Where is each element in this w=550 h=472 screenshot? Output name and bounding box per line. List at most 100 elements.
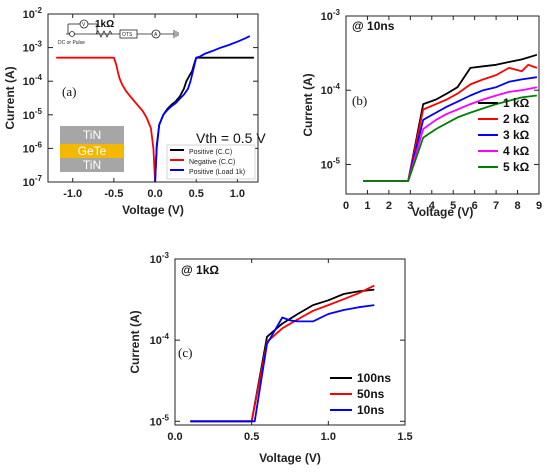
vth-annotation: Vth = 0.5 V: [196, 130, 266, 146]
x-tick-label: 0.0: [147, 188, 162, 200]
x-tick-label: 1: [364, 200, 370, 212]
y-tick-exponent: -5: [35, 107, 43, 116]
ots-label: OTS: [122, 32, 133, 38]
x-tick-label: 0.0: [167, 431, 182, 443]
x-tick-label: 7: [493, 200, 499, 212]
y-tick-base: 10: [23, 76, 35, 88]
circuit-schematic-inset: V DC or Pulse 1kΩ OTS A: [58, 19, 179, 46]
legend-label: Negative (C.C): [189, 159, 235, 166]
y-tick-exponent: -6: [35, 140, 43, 149]
y-tick-base: 10: [23, 110, 35, 122]
panel-b-title: @ 10ns: [352, 19, 395, 33]
y-tick-base: 10: [23, 43, 35, 55]
legend-label: 4 kΩ: [503, 144, 530, 158]
voltmeter-icon: [79, 19, 89, 29]
ammeter-label: A: [154, 32, 158, 38]
source-icon: [69, 31, 75, 37]
y-tick-exponent: -2: [35, 6, 43, 15]
series-group: [190, 284, 375, 423]
y-tick-label: 10-2: [23, 6, 43, 21]
series-group: [56, 35, 254, 182]
x-axis-title: Voltage (V): [412, 205, 474, 219]
x-tick-label: -0.5: [104, 188, 123, 200]
x-tick-label: 3: [407, 200, 413, 212]
y-tick-label: 10-3: [321, 8, 341, 23]
x-tick-label: 6: [472, 200, 478, 212]
y-tick-base: 10: [150, 416, 162, 428]
legend-label: 50ns: [357, 387, 385, 401]
legend-label: 3 kΩ: [503, 128, 530, 142]
resistor-icon: [95, 30, 113, 38]
y-axis-title: Current (A): [128, 310, 142, 373]
plot-frame: [345, 15, 540, 195]
x-tick-label: 5: [450, 200, 456, 212]
x-tick-label: 8: [514, 200, 520, 212]
panel-tag-b: (b): [352, 93, 367, 108]
resistor-label: 1kΩ: [95, 19, 114, 30]
x-tick-label: 0.5: [244, 431, 259, 443]
series-line-positive-load-1k-: [154, 35, 251, 182]
stack-layer-bottom: [60, 158, 124, 172]
series-line-negative-c-c-: [56, 56, 156, 182]
y-tick-base: 10: [321, 85, 333, 97]
stack-layer-middle: [60, 144, 124, 158]
y-tick-exponent: -5: [162, 413, 170, 422]
y-tick-exponent: -3: [333, 8, 341, 17]
stack-bottom-label: TiN: [83, 158, 101, 172]
source-label: DC or Pulse: [58, 40, 85, 46]
ammeter-icon: [151, 29, 161, 39]
y-tick-base: 10: [150, 254, 162, 266]
y-tick-base: 10: [23, 143, 35, 155]
plot-frame: [174, 258, 406, 426]
panel-tag-a: (a): [62, 84, 76, 99]
voltmeter-label: V: [82, 22, 86, 28]
y-tick-exponent: -3: [162, 251, 170, 260]
y-tick-label: 10-3: [150, 251, 170, 266]
legend-label: Positive (C.C): [189, 149, 232, 156]
y-tick-base: 10: [23, 177, 35, 189]
series-group: [363, 53, 538, 182]
y-tick-base: 10: [23, 9, 35, 21]
legend-label: 2 kΩ: [503, 112, 530, 126]
stack-middle-label: GeTe: [78, 144, 107, 158]
x-axis-title: Voltage (V): [122, 203, 184, 217]
legend-label: 5 kΩ: [503, 160, 530, 174]
series-line-2-k-: [363, 63, 538, 182]
x-tick-label: 0: [343, 200, 349, 212]
y-tick-label: 10-6: [23, 140, 43, 155]
y-tick-exponent: -5: [333, 156, 341, 165]
x-tick-label: 1.5: [397, 431, 412, 443]
y-tick-label: 10-3: [23, 40, 43, 55]
y-tick-base: 10: [321, 11, 333, 23]
y-axis-title: Current (A): [3, 66, 17, 129]
y-tick-label: 10-5: [150, 413, 170, 428]
stack-layer-top: [60, 126, 124, 144]
x-tick-label: 4: [429, 200, 436, 212]
y-tick-label: 10-4: [321, 82, 341, 97]
y-tick-label: 10-4: [23, 73, 43, 88]
stack-top-label: TiN: [83, 128, 101, 142]
y-axis-title: Current (A): [301, 73, 315, 136]
x-tick-label: 0.5: [189, 188, 204, 200]
series-line-50ns: [190, 284, 375, 423]
y-tick-label: 10-4: [150, 332, 170, 347]
y-tick-exponent: -7: [35, 174, 43, 183]
y-tick-label: 10-5: [321, 156, 341, 171]
material-stack-inset: TiN GeTe TiN: [60, 126, 124, 172]
x-axis-title: Voltage (V): [259, 451, 321, 465]
series-line-1-k-: [363, 53, 538, 182]
x-tick-label: 9: [536, 200, 542, 212]
chart-panel-a: -1.0 -0.5 0.0 0.5 1.010-710-610-510-410-310-…: [3, 6, 266, 217]
legend-label: 1 kΩ: [503, 96, 530, 110]
y-tick-exponent: -4: [35, 73, 43, 82]
legend-label: Positive (Load 1k): [189, 169, 245, 176]
x-tick-label: -1.0: [63, 188, 82, 200]
ots-device-icon: [119, 29, 138, 39]
y-tick-exponent: -4: [333, 82, 341, 91]
series-line-4-k-: [363, 86, 538, 182]
